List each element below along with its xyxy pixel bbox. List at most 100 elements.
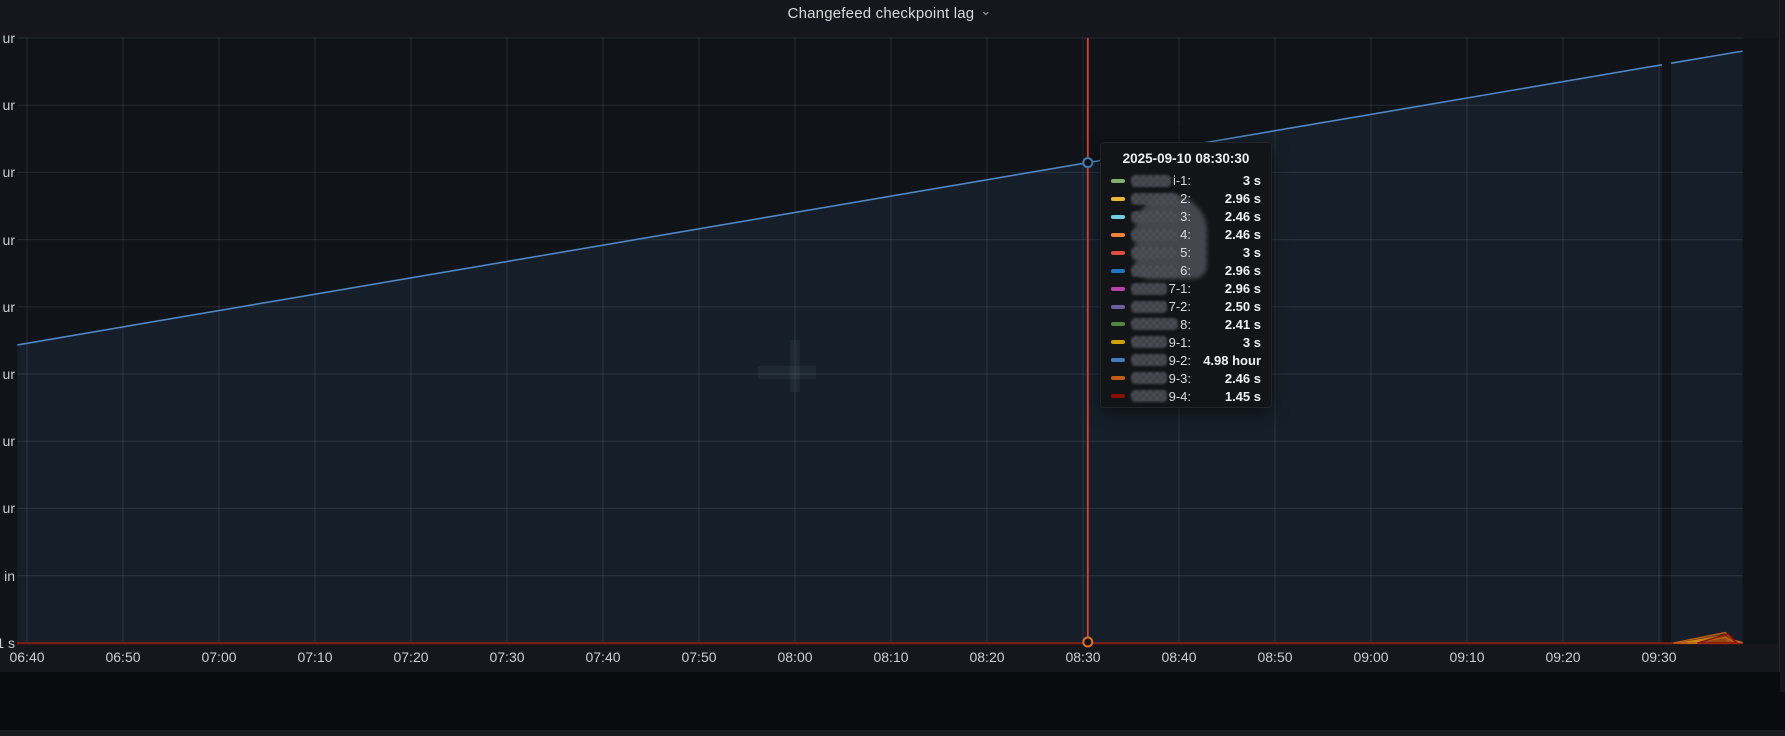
mouse-cursor-highlight-h (758, 366, 816, 379)
x-tick-label: 09:10 (1449, 649, 1485, 665)
series-value: 4.98 hour (1203, 352, 1261, 368)
redaction-blur (1131, 390, 1167, 403)
y-tick-label: 1 s (0, 634, 15, 651)
x-tick-label: 08:40 (1161, 649, 1197, 665)
y-tick-label: ur (2, 231, 15, 248)
redaction-blur (1131, 318, 1179, 331)
x-tick-label: 09:20 (1545, 649, 1581, 665)
x-tick-label: 07:20 (393, 649, 429, 665)
redaction-blur (1131, 300, 1167, 313)
redaction-blur (1131, 192, 1179, 205)
series-color-marker (1111, 232, 1125, 237)
tooltip-row: 3: 2.46 s (1111, 208, 1261, 226)
series-value: 2.46 s (1224, 209, 1261, 225)
series-name-suffix: 9-2: (1168, 352, 1191, 368)
x-tick-label: 07:10 (297, 649, 333, 665)
series-name-suffix: 9-1: (1168, 334, 1191, 350)
series-value: 2.96 s (1224, 263, 1261, 279)
mouse-cursor-highlight-v (790, 340, 800, 392)
series-value: 2.46 s (1224, 227, 1261, 243)
y-tick-label: ur (2, 164, 15, 181)
panel-title[interactable]: Changefeed checkpoint lag ⌄ (787, 3, 992, 22)
series-value: 3 s (1242, 334, 1261, 350)
tooltip-row: 2: 2.96 s (1111, 190, 1261, 208)
tooltip-row: 9-2: 4.98 hour (1111, 351, 1261, 369)
redaction-blur (1131, 210, 1179, 223)
panel-header: Changefeed checkpoint lag ⌄ (0, 0, 1779, 26)
series-color-marker (1111, 250, 1125, 255)
series-color-marker (1111, 268, 1125, 273)
series-name-suffix: 6: (1180, 263, 1191, 279)
series-value: 2.96 s (1224, 191, 1261, 207)
next-panel-edge (0, 730, 1785, 736)
tooltip-row: 7-2: 2.50 s (1111, 298, 1261, 316)
x-tick-label: 09:30 (1641, 649, 1677, 665)
tooltip-row: 7-1: 2.96 s (1111, 280, 1261, 298)
series-name-redacted: 2: (1131, 191, 1191, 206)
tooltip-row: 4: 2.46 s (1111, 226, 1261, 244)
series-color-marker (1111, 340, 1125, 345)
redaction-blur (1131, 282, 1167, 295)
series-value: 2.96 s (1224, 281, 1261, 297)
tooltip-row: 9-1: 3 s (1111, 333, 1261, 351)
tooltip-row: i-1: 3 s (1111, 172, 1261, 190)
series-color-marker (1111, 376, 1125, 381)
chevron-down-icon: ⌄ (980, 3, 992, 18)
series-color-marker (1111, 196, 1125, 201)
x-tick-label: 09:00 (1353, 649, 1389, 665)
series-name-redacted: 8: (1131, 317, 1191, 332)
series-name-redacted: 7-2: (1131, 299, 1191, 314)
panel-title-text: Changefeed checkpoint lag (787, 4, 975, 22)
series-value: 3 s (1242, 245, 1261, 261)
x-tick-label: 07:30 (489, 649, 525, 665)
series-color-marker (1111, 322, 1125, 327)
series-name-redacted: i-1: (1131, 173, 1191, 188)
series-name-suffix: 5: (1180, 245, 1191, 261)
page-right-gutter (1780, 0, 1785, 692)
redaction-blur (1131, 174, 1171, 187)
series-name-suffix: i-1: (1172, 173, 1191, 189)
x-tick-label: 08:30 (1065, 649, 1101, 665)
y-tick-label: ur (2, 30, 15, 46)
redaction-blur (1131, 264, 1179, 277)
redaction-blur (1131, 354, 1167, 367)
series-value: 1.45 s (1224, 388, 1261, 404)
series-name-suffix: 9-4: (1168, 388, 1191, 404)
y-tick-label: ur (2, 298, 15, 315)
series-name-suffix: 7-2: (1168, 299, 1191, 315)
series-name-redacted: 4: (1131, 227, 1191, 242)
series-name-suffix: 9-3: (1168, 370, 1191, 386)
series-color-marker (1111, 214, 1125, 219)
x-tick-label: 07:00 (201, 649, 237, 665)
tooltip-row: 9-3: 2.46 s (1111, 369, 1261, 387)
hover-tooltip: 2025-09-10 08:30:30 i-1: 3 s 2: 2.96 s 3: 2.4… (1100, 142, 1272, 408)
series-color-marker (1111, 304, 1125, 309)
x-tick-label: 06:50 (105, 649, 141, 665)
redaction-blur (1131, 372, 1167, 385)
redaction-blur (1131, 228, 1179, 241)
series-color-marker (1111, 286, 1125, 291)
tooltip-row: 8: 2.41 s (1111, 316, 1261, 334)
y-tick-label: ur (2, 97, 15, 114)
series-value: 2.41 s (1224, 316, 1261, 332)
x-tick-label: 07:50 (681, 649, 717, 665)
tooltip-timestamp: 2025-09-10 08:30:30 (1122, 151, 1250, 166)
redaction-blur (1131, 336, 1167, 349)
series-name-suffix: 4: (1180, 227, 1191, 243)
x-tick-label: 07:40 (585, 649, 621, 665)
series-name-redacted: 9-4: (1131, 389, 1191, 404)
y-tick-label: ur (2, 433, 15, 450)
series-value: 2.46 s (1224, 370, 1261, 386)
series-name-suffix: 2: (1180, 191, 1191, 207)
series-value: 3 s (1242, 173, 1261, 189)
y-tick-label: ur (2, 366, 15, 382)
tooltip-row: 5: 3 s (1111, 244, 1261, 262)
x-tick-label: 08:20 (969, 649, 1005, 665)
series-name-redacted: 3: (1131, 209, 1191, 224)
series-color-marker (1111, 178, 1125, 183)
series-color-marker (1111, 394, 1125, 399)
series-name-redacted: 6: (1131, 263, 1191, 278)
series-color-marker (1111, 358, 1125, 363)
x-tick-label: 08:10 (873, 649, 909, 665)
